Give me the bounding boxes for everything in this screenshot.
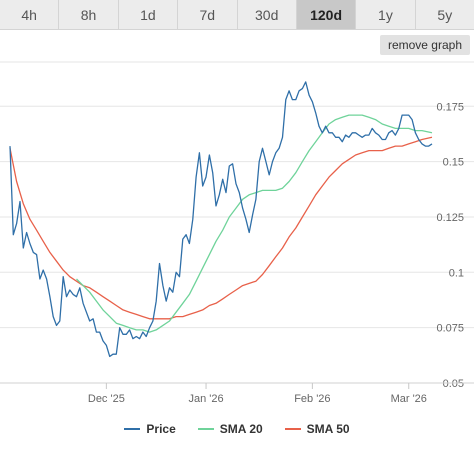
legend-price-swatch [124,428,141,430]
tab-120d[interactable]: 120d [296,0,357,29]
x-tick-label: Jan '26 [188,393,223,405]
tab-1y[interactable]: 1y [356,0,416,29]
y-tick-label: 0.15 [443,157,464,169]
tab-5y[interactable]: 5y [437,6,453,23]
tab-7d[interactable]: 7d [178,0,238,29]
series-lines [9,81,433,358]
legend-sma20-swatch [197,428,214,430]
legend-sma50-swatch [284,428,301,430]
legend-sma50-label: SMA 50 [306,422,350,436]
y-tick-label: 0.175 [436,101,464,113]
y-tick-label: 0.1 [449,267,464,279]
y-tick-label: 0.05 [443,378,464,390]
x-tick-label: Feb '26 [294,393,330,405]
grid-lines [0,61,474,384]
x-axis: Dec '25 Jan '26 Feb '26 Mar '26 [0,382,474,405]
tab-4h[interactable]: 4h [0,0,60,29]
remove-graph-button[interactable]: remove graph [379,35,470,55]
legend-price-label: Price [146,422,176,436]
tab-8h[interactable]: 8h [59,0,119,29]
legend-price[interactable]: Price [124,422,176,436]
x-tick-label: Mar '26 [391,393,427,405]
tab-30d[interactable]: 30d [238,0,297,29]
x-tick-label: Dec '25 [88,393,125,405]
tab-1d[interactable]: 1d [119,0,179,29]
legend-sma20[interactable]: SMA 20 [197,422,263,436]
y-tick-label: 0.125 [436,212,464,224]
timeframe-tabs: 4h 8h 1d 7d 30d 120d 1y 5y [0,0,474,30]
sma50-line [9,136,433,320]
sma20-line [76,114,433,333]
y-axis-labels: 0.05 0.075 0.1 0.125 0.15 0.175 [436,101,464,390]
y-tick-label: 0.075 [436,323,464,335]
legend-sma50[interactable]: SMA 50 [284,422,350,436]
legend-sma20-label: SMA 20 [219,422,263,436]
chart-legend: Price SMA 20 SMA 50 [0,418,474,440]
price-line [9,81,433,358]
